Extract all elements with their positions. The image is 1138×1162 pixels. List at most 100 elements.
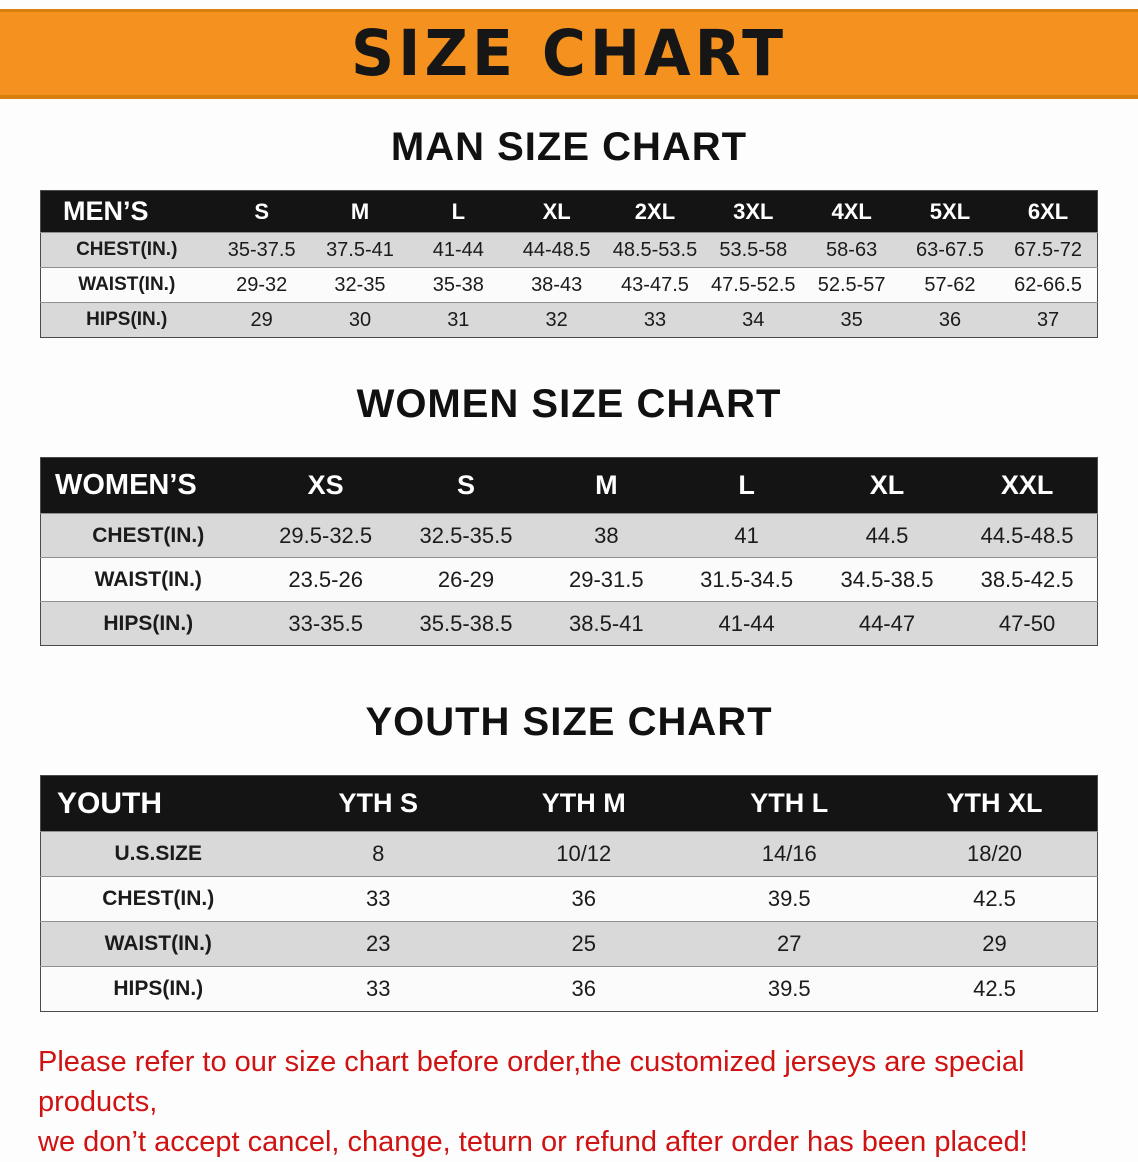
value-cell: 23.5-26 [288,566,363,592]
value-cell: 27 [777,931,802,956]
size-header-cell: XXL [957,457,1098,514]
value-cell: 44.5-48.5 [980,522,1074,548]
value-cell: 35-38 [432,273,484,296]
notice-line-2: we don’t accept cancel, change, teturn o… [38,1126,1028,1159]
table-row: HIPS(IN.) 33-35.5 35.5-38.5 38.5-41 41-44 44-… [40,601,1098,646]
value-cell: 42.5 [973,886,1016,911]
size-header-cell: L [676,457,817,514]
value-cell: 37.5-41 [326,238,394,261]
value-cell: 38.5-41 [569,610,644,636]
value-cell: 35-37.5 [227,238,296,261]
value-cell: 63-67.5 [916,238,984,261]
value-cell: 47-50 [998,610,1056,636]
value-cell: 52.5-57 [817,273,886,296]
value-cell: 57-62 [924,273,976,296]
table-title-cell: MEN’S [40,190,213,233]
women-size-section: WOMEN SIZE CHART WOMEN’S XS S M L XL XXL CHEST(… [0,382,1138,646]
size-header-cell: 6XL [999,190,1098,233]
value-cell: 29 [250,308,273,331]
row-label-cell: WAIST(IN.) [78,274,176,295]
value-cell: 29-31.5 [569,566,644,592]
size-header-cell: YTH S [275,775,481,832]
row-label-cell: HIPS(IN.) [103,611,194,635]
row-label-cell: HIPS(IN.) [113,977,204,1000]
value-cell: 30 [348,308,372,331]
youth-size-section: YOUTH SIZE CHART YOUTH YTH S YTH M YTH L YTH… [0,700,1138,1012]
table-header-row: MEN’S S M L XL 2XL 3XL 4XL 5XL 6XL [40,190,1098,233]
value-cell: 31.5-34.5 [700,566,794,592]
value-cell: 38.5-42.5 [980,566,1074,592]
value-cell: 10/12 [556,841,612,866]
women-section-heading: WOMEN SIZE CHART [356,382,782,426]
table-row: U.S.SIZE 8 10/12 14/16 18/20 [40,831,1098,877]
value-cell: 67.5-72 [1014,238,1082,261]
value-cell: 33 [366,886,391,911]
row-label-cell: HIPS(IN.) [86,309,168,330]
value-cell: 8 [372,841,385,866]
value-cell: 43-47.5 [621,273,689,296]
value-cell: 41-44 [718,610,775,636]
value-cell: 29.5-32.5 [279,522,373,548]
women-size-table: WOMEN’S XS S M L XL XXL CHEST(IN.) 29.5-32.5 32.5… [40,457,1098,646]
value-cell: 36 [571,976,596,1001]
table-header-row: YOUTH YTH S YTH M YTH L YTH XL [40,775,1098,832]
banner: SIZE CHART [0,9,1138,99]
value-cell: 33 [643,308,667,331]
men-size-section: MAN SIZE CHART MEN’S S M L XL 2XL 3XL 4XL 5XL 6XL… [0,125,1138,338]
value-cell: 41 [734,522,759,548]
value-cell: 14/16 [761,841,817,866]
value-cell: 33-35.5 [288,610,363,636]
size-header-cell: XL [816,457,958,514]
table-row: WAIST(IN.) 23 25 27 29 [40,921,1098,967]
value-cell: 36 [571,886,596,911]
size-header-cell: L [409,190,508,233]
value-cell: 58-63 [826,238,878,261]
size-header-cell: S [212,190,311,233]
value-cell: 26-29 [437,566,495,592]
youth-section-heading: YOUTH SIZE CHART [365,700,773,744]
value-cell: 29-32 [236,273,288,296]
size-header-cell: 3XL [704,190,803,233]
footer-notice: Please refer to our size chart before or… [38,1042,1100,1162]
value-cell: 62-66.5 [1014,273,1082,296]
size-header-cell: YTH M [481,775,687,832]
table-row: WAIST(IN.) 29-32 32-35 35-38 38-43 43-47.5 47.… [40,267,1098,303]
table-row: HIPS(IN.) 29 30 31 32 33 34 35 36 37 [40,302,1098,338]
value-cell: 31 [447,308,470,331]
size-header-cell: M [536,457,677,514]
value-cell: 53.5-58 [719,238,788,261]
youth-size-table: YOUTH YTH S YTH M YTH L YTH XL U.S.SIZE 8 10/12… [40,775,1098,1012]
value-cell: 42.5 [973,976,1016,1001]
size-header-cell: XS [255,457,396,514]
value-cell: 48.5-53.5 [612,238,698,261]
table-row: HIPS(IN.) 33 36 39.5 42.5 [40,966,1098,1012]
row-label-cell: WAIST(IN.) [94,567,202,591]
value-cell: 32-35 [334,273,386,296]
value-cell: 35 [840,308,863,331]
size-header-cell: M [310,190,410,233]
value-cell: 25 [571,931,596,956]
table-title-cell: WOMEN’S [40,457,256,514]
value-cell: 36 [938,308,962,331]
value-cell: 34.5-38.5 [840,566,934,592]
value-cell: 38-43 [531,273,583,296]
table-header-row: WOMEN’S XS S M L XL XXL [40,457,1098,514]
value-cell: 44.5 [865,522,909,548]
size-header-cell: XL [507,190,606,233]
size-header-cell: S [395,457,537,514]
size-header-cell: YTH L [686,775,892,832]
value-cell: 33 [366,976,391,1001]
size-header-cell: 4XL [802,190,901,233]
notice-line-1: Please refer to our size chart before or… [38,1046,1025,1119]
table-row: WAIST(IN.) 23.5-26 26-29 29-31.5 31.5-34.5 34… [40,557,1098,602]
value-cell: 47.5-52.5 [711,273,796,296]
table-row: CHEST(IN.) 29.5-32.5 32.5-35.5 38 41 44.5 44.5… [40,513,1098,558]
men-size-table: MEN’S S M L XL 2XL 3XL 4XL 5XL 6XL CHEST(IN.) 35-37… [40,190,1098,338]
value-cell: 18/20 [966,841,1023,866]
value-cell: 32 [545,308,568,331]
table-row: CHEST(IN.) 35-37.5 37.5-41 41-44 44-48.5 48.5… [40,232,1098,268]
value-cell: 29 [982,931,1007,956]
value-cell: 44-48.5 [522,238,591,261]
page-title: SIZE CHART [350,16,788,91]
size-header-cell: 5XL [900,190,1000,233]
